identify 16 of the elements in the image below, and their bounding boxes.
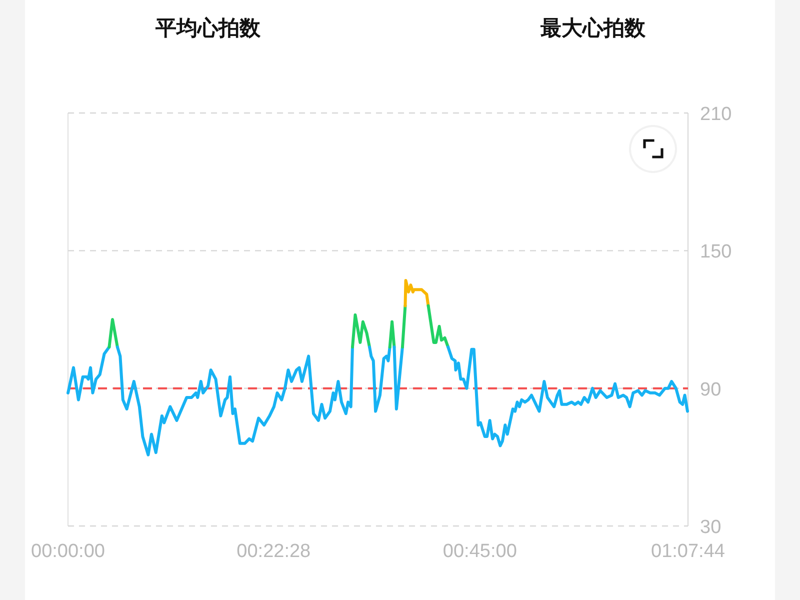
- y-tick-label: 150: [700, 242, 732, 263]
- x-tick-label: 00:22:28: [236, 541, 311, 562]
- y-tick-label: 210: [700, 104, 732, 125]
- text: 平均心拍数: [154, 16, 262, 40]
- line-series: [426, 304, 450, 349]
- text: 最大心拍数: [540, 16, 646, 40]
- x-tick-label: 01:07:44: [651, 541, 726, 562]
- x-tick-label: 00:00:00: [31, 541, 105, 562]
- y-tick-label: 30: [700, 517, 722, 538]
- y-tick-label: 90: [700, 379, 722, 400]
- line-series: [350, 313, 372, 349]
- x-tick-label: 00:45:00: [442, 541, 517, 562]
- line-series: [446, 346, 690, 448]
- line-series: [66, 346, 111, 402]
- line-series: [116, 346, 354, 456]
- line-series: [404, 278, 430, 308]
